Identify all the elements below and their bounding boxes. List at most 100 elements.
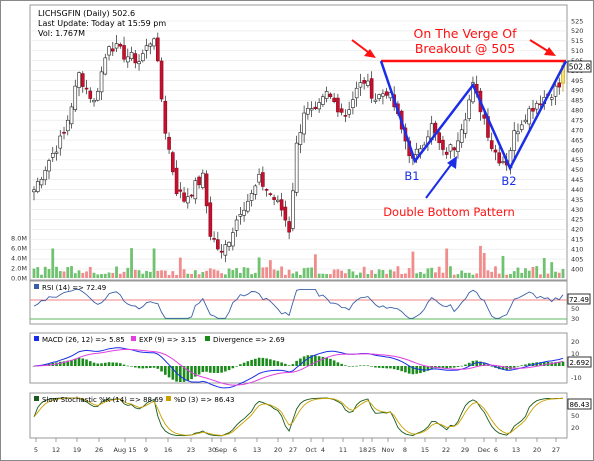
candle [279,193,284,217]
macd-hist-bar [527,363,531,366]
macd-hist-bar [205,366,208,372]
date-tick-label: Aug 15 [113,446,136,454]
candle [216,231,220,251]
macd-hist-bar [261,357,265,366]
macd-hist-bar [351,366,355,367]
rsi-tag: 72.49 [569,296,589,304]
candle [261,166,265,191]
macd-hist-bar [535,362,539,366]
macd-hist-bar [377,366,381,368]
volume-bar [70,266,73,278]
candle [47,158,51,180]
date-tick-label: 9 [144,446,148,454]
candle [65,115,70,136]
candle [201,169,205,190]
macd-hist-bar [347,366,351,367]
candle [321,93,325,107]
price-tick-label: 465 [571,136,583,144]
macd-hist-bar [295,360,298,366]
macd-hist-bar [329,358,332,366]
candle [448,143,453,159]
volume-bar [43,266,47,278]
candle [497,147,502,167]
volume-bar [396,266,400,278]
volume-tick-label: 0.0M [11,274,27,282]
volume-bar [190,273,193,278]
candle [358,73,363,96]
macd-hist-bar [141,366,145,369]
volume-tick-label: 6.0M [11,244,27,252]
volume-bar [385,273,389,278]
macd-hist-bar [441,366,445,369]
price-tick-label: 410 [571,245,583,253]
candle [441,135,445,156]
volume-bar [220,273,223,278]
macd-hist-bar [92,362,96,366]
candle [287,216,291,240]
stoch-tick-20: 20 [571,424,579,432]
candle [463,112,468,139]
candle [144,38,149,59]
macd-hist-bar [194,366,197,377]
macd-hist-bar [164,366,167,375]
macd-tick-neg10: -10 [571,374,582,382]
date-tick-label: 19 [73,446,81,454]
candle [50,146,55,162]
rsi-header: RSI (14) => 72.49 [34,284,106,292]
date-tick-label: 11 [339,446,347,454]
macd-hist-bar [167,366,171,378]
macd-hist-bar [501,366,505,370]
candle [118,42,123,49]
candle [246,193,250,214]
volume-bar [449,266,452,278]
b2-label: B2 [501,174,516,188]
volume-bar [250,274,254,278]
candle [208,196,213,241]
macd-hist-bar [542,361,546,366]
volume-bar [291,273,295,278]
candle [471,76,475,104]
volume-bar [419,271,422,278]
volume-bar [441,272,445,278]
candle [182,186,186,203]
macd-hist-bar [355,365,358,367]
candle [437,130,441,150]
volume-bar [227,268,231,278]
volume-bar [96,274,100,278]
candle [549,93,554,106]
macd-hist-bar [220,366,223,373]
macd-line [33,347,564,389]
candle [276,195,280,204]
volume-bar [366,273,370,278]
candle [328,92,333,99]
volume-bar [73,273,77,278]
candle [197,175,201,189]
candle [133,49,138,69]
volume-axis: 8.0M 6.0M 4.0M 2.0M 0.0M [11,234,27,282]
date-tick-label: Sep [215,446,227,454]
volume-bar [456,274,460,278]
volume-bar [58,271,62,278]
date-tick-label: 4 [321,446,325,454]
price-tick-label: 425 [571,216,583,224]
macd-hist-bar [85,359,88,366]
macd-hist-bar [58,361,62,366]
candle [92,98,96,107]
macd-hist-bar [231,366,235,369]
candle [99,66,104,101]
macd-hist-bar [235,366,238,367]
volume-bar [242,267,246,278]
macd-hist-bar [186,366,190,381]
price-tick-label: 400 [571,265,583,273]
candle [122,36,126,63]
macd-hist-bar [197,366,201,375]
volume-bar [325,274,329,278]
volume-bar [231,270,235,278]
volume-bar [374,273,377,278]
blue-arrow-head [447,156,457,169]
date-tick-label: 29 [461,446,469,454]
price-tick-label: 440 [571,186,583,194]
volume-bar [235,268,238,278]
macd-hist-bar [415,366,418,374]
blue-arrow [425,161,454,199]
